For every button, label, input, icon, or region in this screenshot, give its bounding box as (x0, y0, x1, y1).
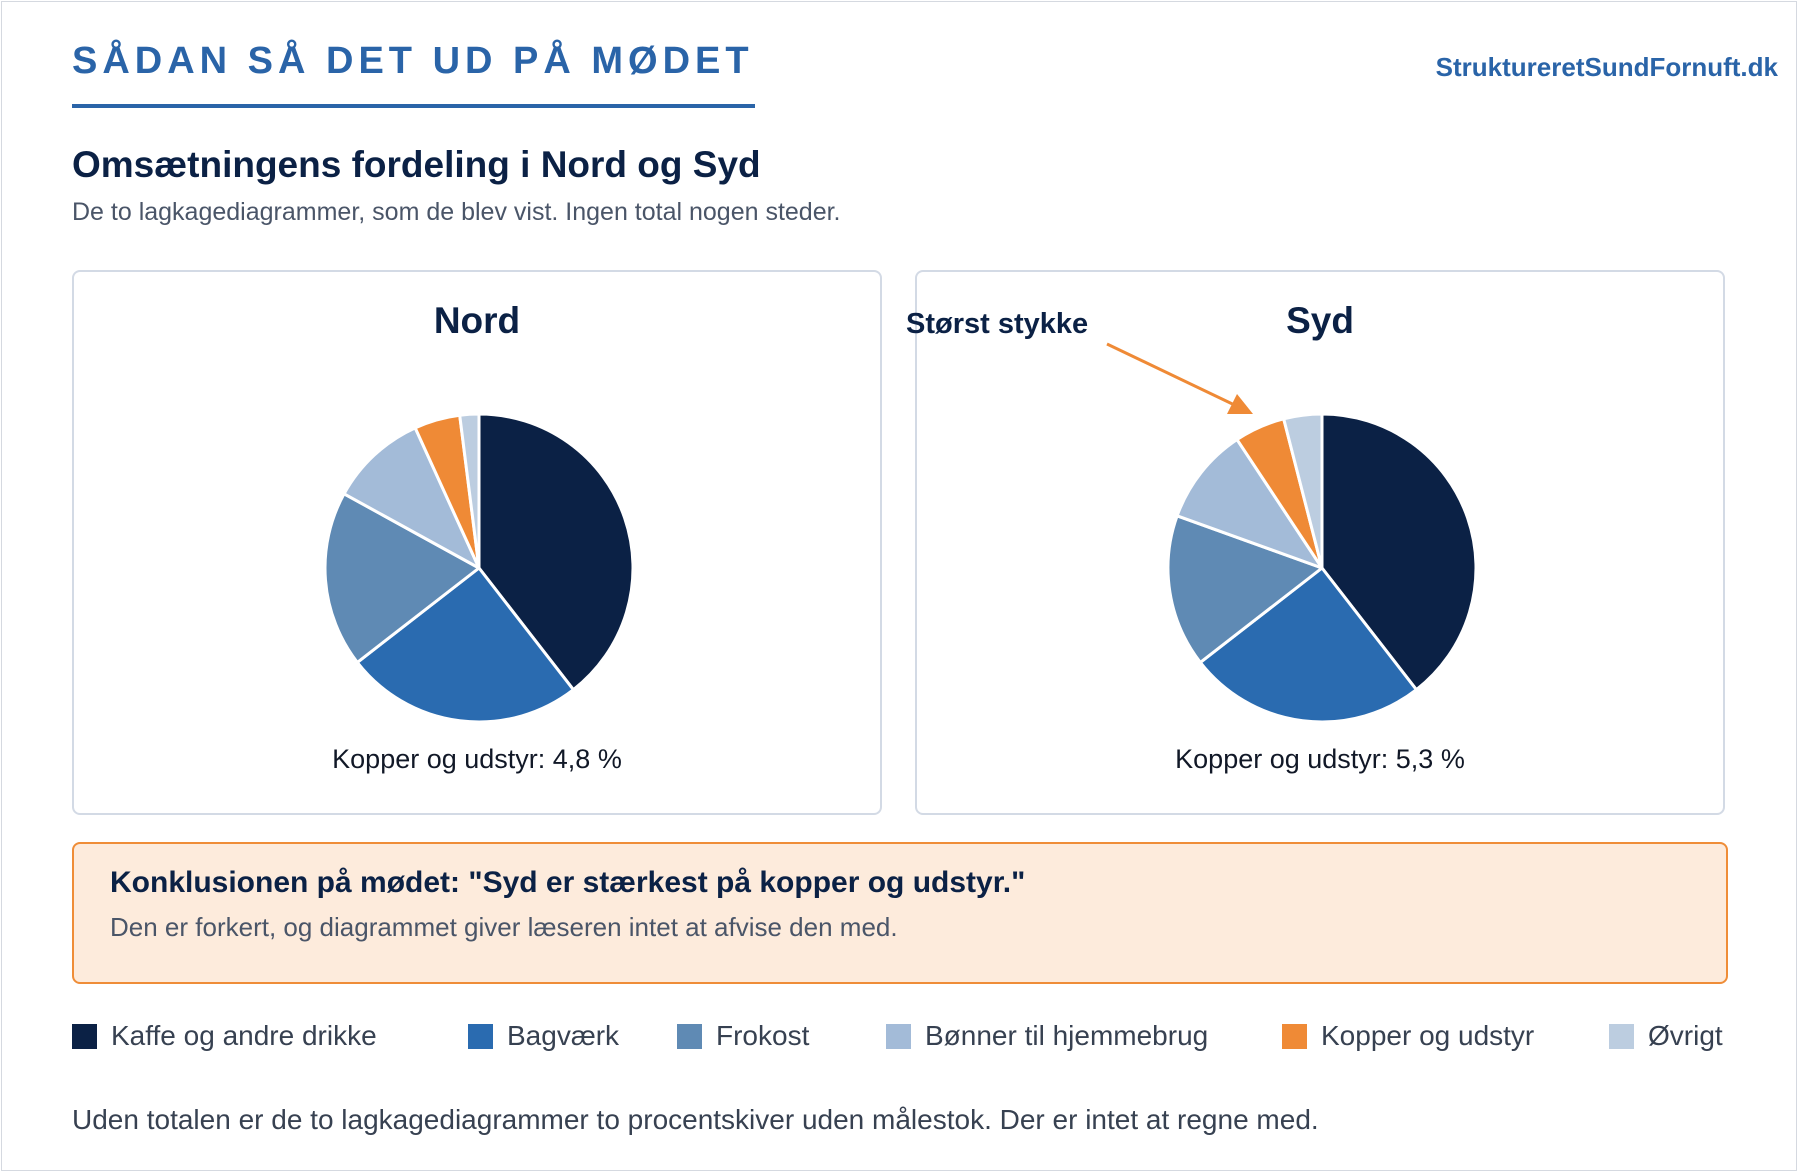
legend-item-kopper: Kopper og udstyr (1282, 1020, 1534, 1052)
panel-syd: Syd Størst stykke Kopper og udstyr: 5,3 … (906, 270, 1725, 815)
pie-title-syd: Syd (1286, 300, 1354, 341)
slice-oevrigt (1282, 412, 1324, 570)
legend-item-frokost: Frokost (677, 1020, 809, 1052)
annotation-label: Størst stykke (906, 308, 1089, 340)
legend-swatch (677, 1023, 702, 1049)
conclusion-box: Konklusionen på mødet: "Syd er stærkest … (72, 842, 1728, 984)
legend-swatch (1282, 1023, 1307, 1049)
slice-kaffe (477, 412, 635, 692)
legend-item-bagvaerk: Bagværk (468, 1020, 619, 1052)
slice-boenner (342, 426, 481, 570)
legend-label: Frokost (716, 1020, 810, 1051)
legend-item-boenner: Bønner til hjemmebrug (886, 1020, 1208, 1052)
legend-label: Bagværk (507, 1020, 620, 1051)
footer-note: Uden totalen er de to lagkagediagrammer … (72, 1104, 1319, 1135)
pie-note-nord: Kopper og udstyr: 4,8 % (332, 744, 622, 774)
legend-label: Øvrigt (1648, 1020, 1723, 1051)
panel-nord: Nord Kopper og udstyr: 4,8 % (72, 270, 882, 815)
chart-subtitle: De to lagkagediagrammer, som de blev vis… (72, 198, 841, 226)
slice-boenner (1175, 438, 1324, 570)
kicker-underline (72, 104, 755, 108)
legend-swatch (468, 1023, 493, 1049)
pie-title-nord: Nord (433, 300, 521, 341)
legend-label: Bønner til hjemmebrug (925, 1020, 1209, 1051)
pie-chart-syd (1166, 412, 1478, 724)
legend-label: Kopper og udstyr (1321, 1020, 1535, 1051)
slice-frokost (1166, 514, 1324, 664)
slice-oevrigt (458, 412, 481, 570)
slice-bagvaerk (1198, 566, 1418, 724)
pie-chart-nord (323, 412, 635, 724)
slice-frokost (323, 492, 481, 664)
pie-note-syd: Kopper og udstyr: 5,3 % (1175, 744, 1465, 774)
conclusion-heading: Konklusionen på mødet: "Syd er stærkest … (110, 866, 1026, 899)
slice-kaffe (1320, 412, 1478, 692)
annotation-arrow (1106, 342, 1253, 414)
site-name: StruktureretSundFornuft.dk (1435, 52, 1778, 82)
legend-swatch (886, 1023, 911, 1049)
slice-bagvaerk (355, 566, 575, 724)
chart-title: Omsætningens fordeling i Nord og Syd (72, 144, 761, 185)
kicker-heading: SÅDAN SÅ DET UD PÅ MØDET (72, 40, 754, 82)
legend: Kaffe og andre drikke Bagværk Frokost Bø… (72, 1020, 1732, 1060)
legend-swatch (1609, 1023, 1634, 1049)
legend-label: Kaffe og andre drikke (111, 1020, 377, 1051)
legend-item-oevrigt: Øvrigt (1609, 1020, 1723, 1052)
legend-swatch (72, 1023, 97, 1049)
conclusion-text: Den er forkert, og diagrammet giver læse… (110, 912, 898, 942)
legend-item-kaffe: Kaffe og andre drikke (72, 1020, 377, 1052)
